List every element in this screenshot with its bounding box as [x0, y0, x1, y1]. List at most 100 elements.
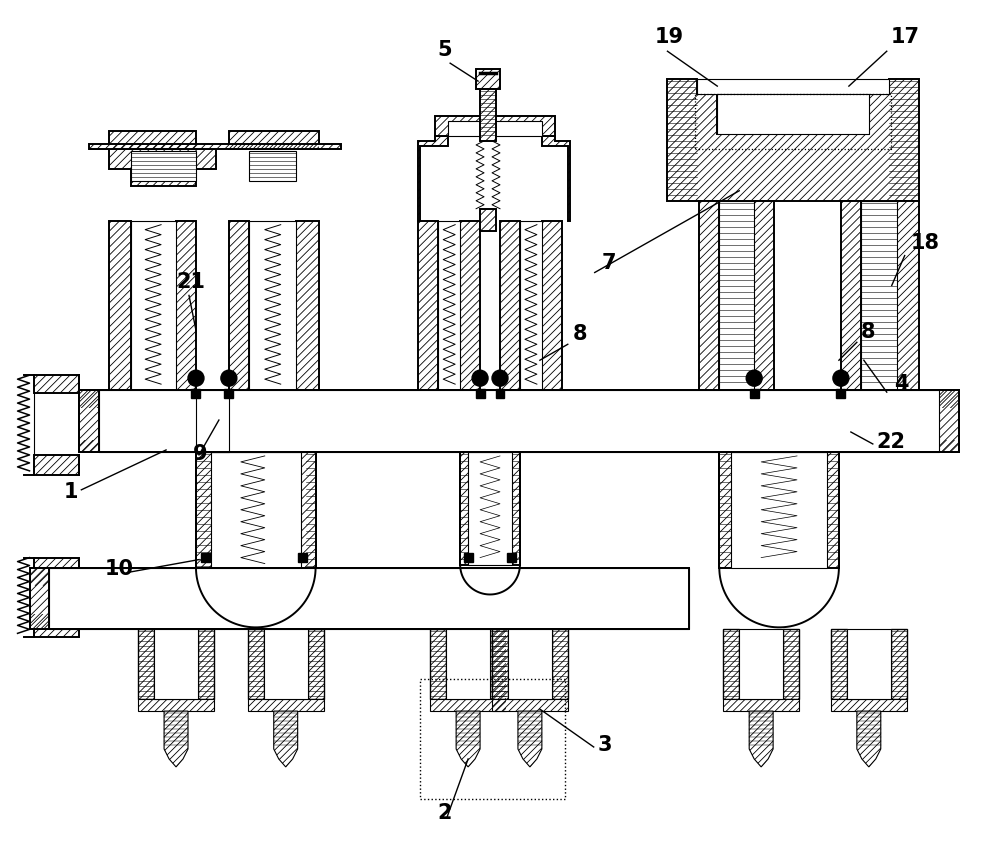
Polygon shape	[418, 136, 448, 220]
Bar	[131, 151, 196, 181]
Polygon shape	[89, 144, 341, 149]
Text: 22: 22	[877, 432, 906, 452]
Polygon shape	[34, 629, 79, 638]
Polygon shape	[435, 116, 555, 136]
Bar	[298, 553, 307, 562]
Polygon shape	[196, 452, 316, 568]
Polygon shape	[783, 629, 799, 699]
Polygon shape	[296, 220, 319, 391]
Bar	[750, 389, 759, 397]
Polygon shape	[138, 629, 154, 699]
Polygon shape	[79, 391, 99, 452]
Polygon shape	[749, 711, 773, 767]
Polygon shape	[667, 79, 919, 200]
Polygon shape	[492, 629, 508, 699]
Text: 18: 18	[911, 232, 940, 252]
Polygon shape	[518, 711, 542, 767]
Text: 5: 5	[437, 41, 452, 60]
Bar	[154, 629, 198, 699]
Circle shape	[188, 370, 204, 386]
Polygon shape	[164, 711, 188, 767]
Polygon shape	[34, 375, 79, 393]
Bar	[49, 568, 689, 629]
Bar	[508, 629, 552, 699]
Polygon shape	[841, 200, 861, 391]
Polygon shape	[430, 699, 506, 711]
Polygon shape	[857, 711, 881, 767]
Polygon shape	[542, 220, 562, 391]
Polygon shape	[248, 629, 264, 699]
Circle shape	[833, 370, 849, 386]
Polygon shape	[30, 614, 689, 629]
Polygon shape	[480, 89, 496, 141]
Text: 10: 10	[104, 558, 133, 579]
Polygon shape	[456, 711, 480, 767]
Bar	[420, 679, 565, 799]
Bar	[861, 200, 897, 391]
Text: 21: 21	[176, 272, 205, 292]
Polygon shape	[552, 629, 568, 699]
Polygon shape	[109, 220, 131, 391]
Polygon shape	[418, 220, 438, 391]
Polygon shape	[89, 149, 216, 186]
Circle shape	[472, 370, 488, 386]
Polygon shape	[891, 629, 907, 699]
Circle shape	[492, 370, 508, 386]
Bar	[476, 389, 485, 397]
Polygon shape	[30, 568, 49, 629]
Polygon shape	[229, 131, 319, 149]
Bar	[264, 629, 308, 699]
Text: 8: 8	[573, 324, 587, 344]
Polygon shape	[430, 629, 446, 699]
Bar	[731, 452, 827, 568]
Polygon shape	[699, 200, 719, 391]
Bar	[464, 553, 473, 562]
Polygon shape	[480, 209, 496, 231]
Polygon shape	[542, 136, 570, 220]
Bar	[496, 389, 504, 397]
Text: 2: 2	[437, 803, 452, 823]
Bar	[520, 220, 542, 391]
Polygon shape	[229, 220, 249, 391]
Polygon shape	[723, 699, 799, 711]
Polygon shape	[831, 629, 847, 699]
Polygon shape	[754, 200, 774, 391]
Polygon shape	[138, 699, 214, 711]
Text: 9: 9	[193, 444, 208, 464]
Polygon shape	[79, 440, 959, 452]
Bar	[739, 629, 783, 699]
Text: 19: 19	[655, 28, 684, 48]
Bar	[201, 553, 210, 562]
Polygon shape	[897, 200, 919, 391]
Bar	[211, 452, 301, 568]
Bar	[847, 629, 891, 699]
Polygon shape	[492, 699, 568, 711]
Text: 4: 4	[894, 374, 908, 394]
Text: 8: 8	[861, 322, 875, 342]
Polygon shape	[30, 568, 689, 586]
Bar	[224, 389, 233, 397]
Bar	[196, 391, 229, 452]
Bar	[448, 121, 542, 136]
Bar	[719, 200, 754, 391]
Polygon shape	[79, 391, 959, 408]
Polygon shape	[248, 699, 324, 711]
Bar	[446, 629, 490, 699]
Text: 17: 17	[891, 28, 920, 48]
Text: 3: 3	[598, 735, 612, 755]
Bar	[249, 220, 296, 391]
Polygon shape	[723, 629, 739, 699]
Polygon shape	[490, 629, 506, 699]
Text: 7: 7	[602, 252, 616, 272]
Text: 1: 1	[63, 482, 78, 502]
Bar	[717, 94, 869, 134]
Polygon shape	[476, 69, 500, 89]
Polygon shape	[939, 391, 959, 452]
Polygon shape	[34, 455, 79, 475]
Polygon shape	[274, 711, 298, 767]
Circle shape	[221, 370, 237, 386]
Polygon shape	[500, 220, 520, 391]
Polygon shape	[34, 557, 79, 568]
Polygon shape	[198, 629, 214, 699]
Bar	[131, 220, 176, 391]
